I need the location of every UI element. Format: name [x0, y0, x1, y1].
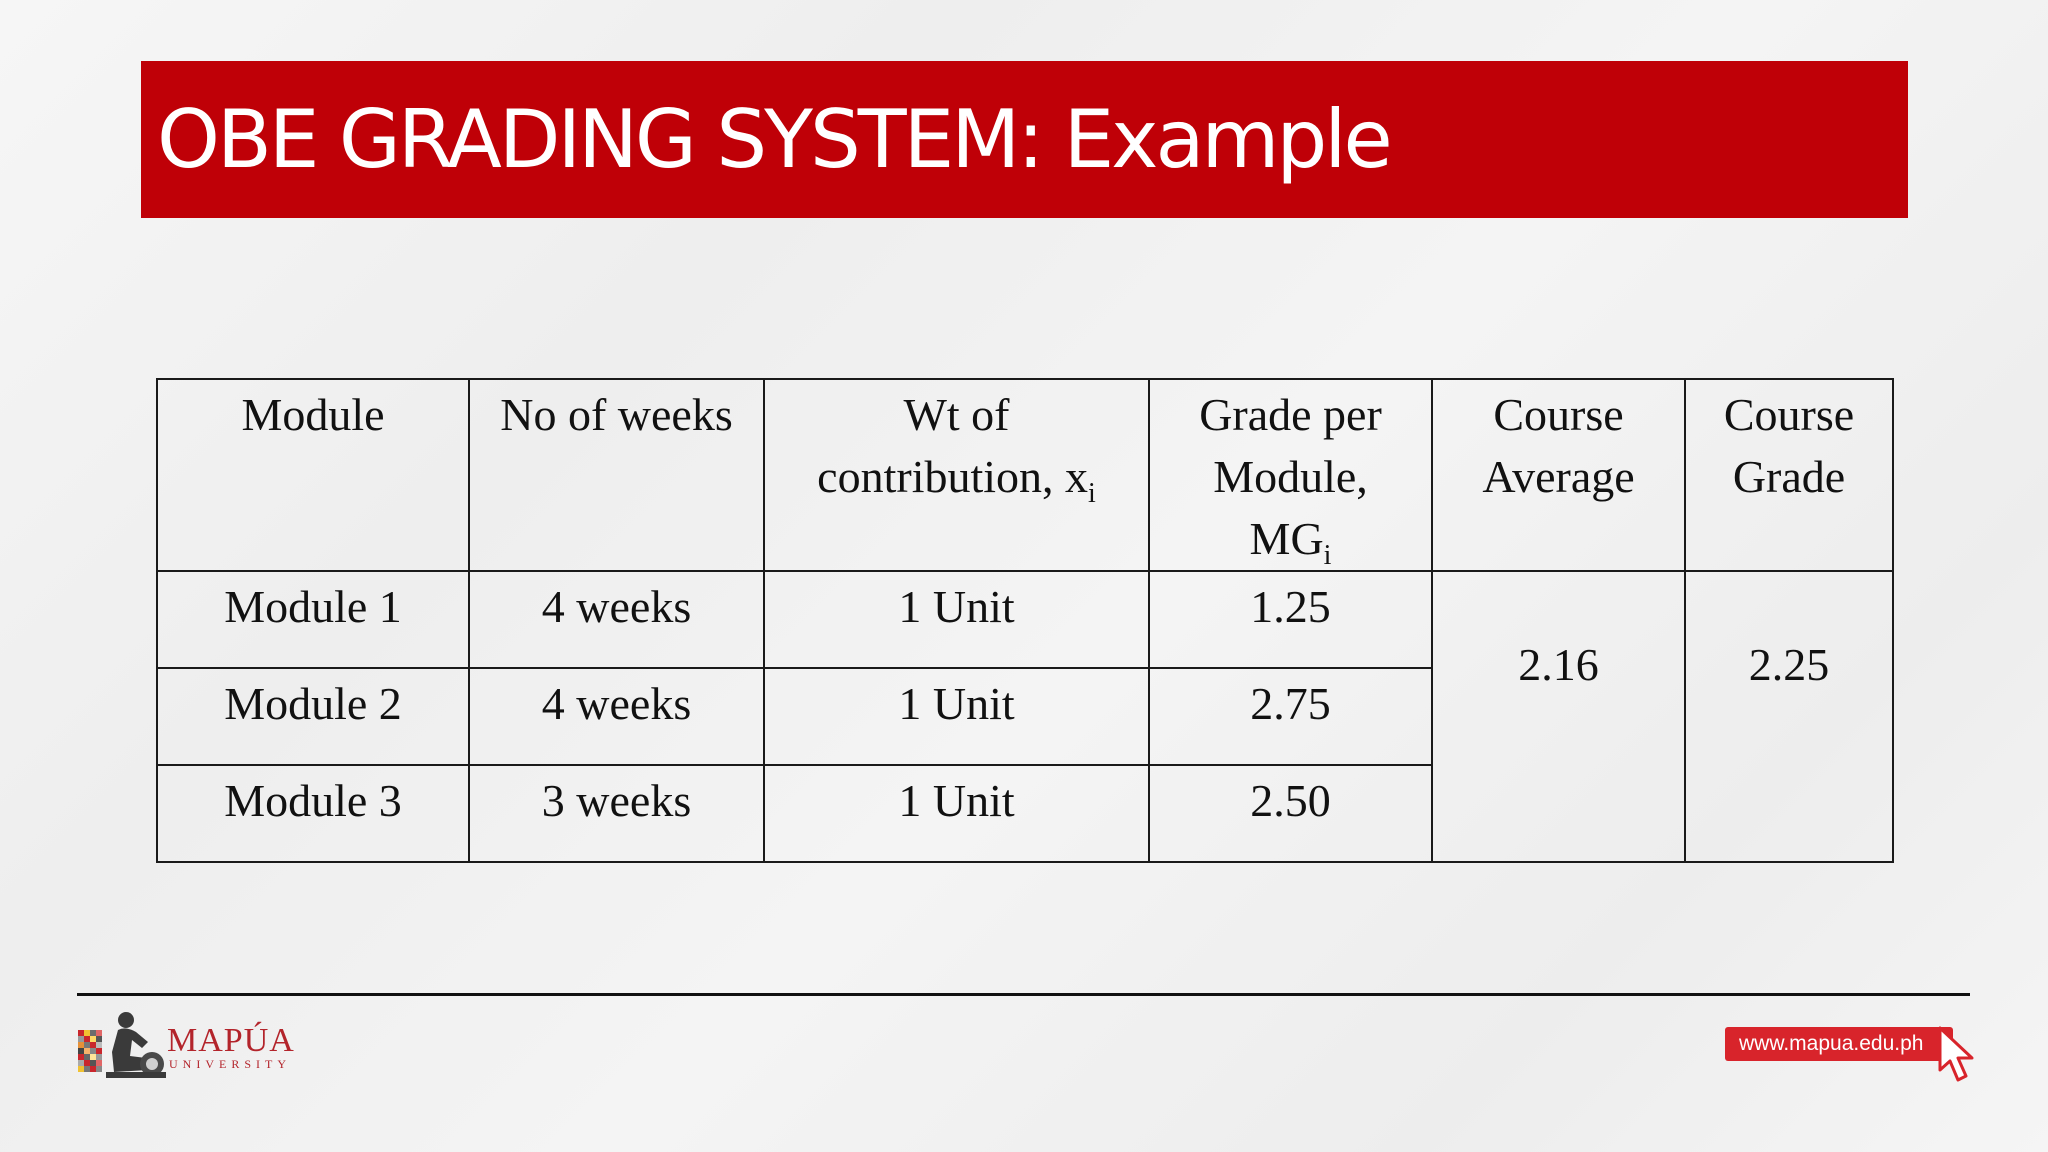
mapua-logo-icon [106, 1012, 166, 1078]
header-course-average: Course Average [1431, 378, 1686, 572]
table-header-row: Module No of weeks Wt of contribution, xi… [156, 378, 1894, 572]
cell-weeks: 4 weeks [468, 570, 765, 669]
university-logo[interactable]: MAPÚA UNIVERSITY [74, 1004, 294, 1084]
logo-subtitle: UNIVERSITY [169, 1057, 291, 1071]
slide-title: OBE GRADING SYSTEM: Example [157, 92, 1393, 186]
table-row: Module 1 4 weeks 1 Unit 1.25 2.16 2.25 [156, 570, 1894, 863]
cell-weight: 1 Unit [763, 667, 1150, 766]
header-module: Module [156, 378, 470, 572]
cell-module: Module 2 [156, 667, 470, 766]
cell-grade: 1.25 [1148, 570, 1433, 669]
logo-name: MAPÚA [167, 1022, 295, 1059]
cell-weeks: 3 weeks [468, 764, 765, 863]
grading-table: Module No of weeks Wt of contribution, xi… [156, 378, 1894, 863]
cell-module: Module 1 [156, 570, 470, 669]
cell-weight: 1 Unit [763, 764, 1150, 863]
table-row: Module 3 3 weeks 1 Unit 2.50 [156, 764, 1893, 863]
footer-divider [77, 993, 1970, 996]
cell-course-average: 2.16 [1431, 570, 1686, 863]
cursor-icon [1938, 1026, 1974, 1082]
title-bar: OBE GRADING SYSTEM: Example [141, 61, 1908, 218]
cell-weight: 1 Unit [763, 570, 1150, 669]
header-grade-per-module: Grade per Module, MGi [1148, 378, 1433, 572]
cell-grade: 2.50 [1148, 764, 1433, 863]
mosaic-pattern-icon [78, 1030, 102, 1074]
cell-grade: 2.75 [1148, 667, 1433, 766]
website-url-link[interactable]: www.mapua.edu.ph [1725, 1027, 1953, 1061]
cell-module: Module 3 [156, 764, 470, 863]
cell-course-grade: 2.25 [1684, 570, 1894, 863]
table-row: Module 2 4 weeks 1 Unit 2.75 [156, 667, 1893, 766]
header-weight: Wt of contribution, xi [763, 378, 1150, 572]
header-course-grade: Course Grade [1684, 378, 1894, 572]
header-weeks: No of weeks [468, 378, 765, 572]
cell-weeks: 4 weeks [468, 667, 765, 766]
